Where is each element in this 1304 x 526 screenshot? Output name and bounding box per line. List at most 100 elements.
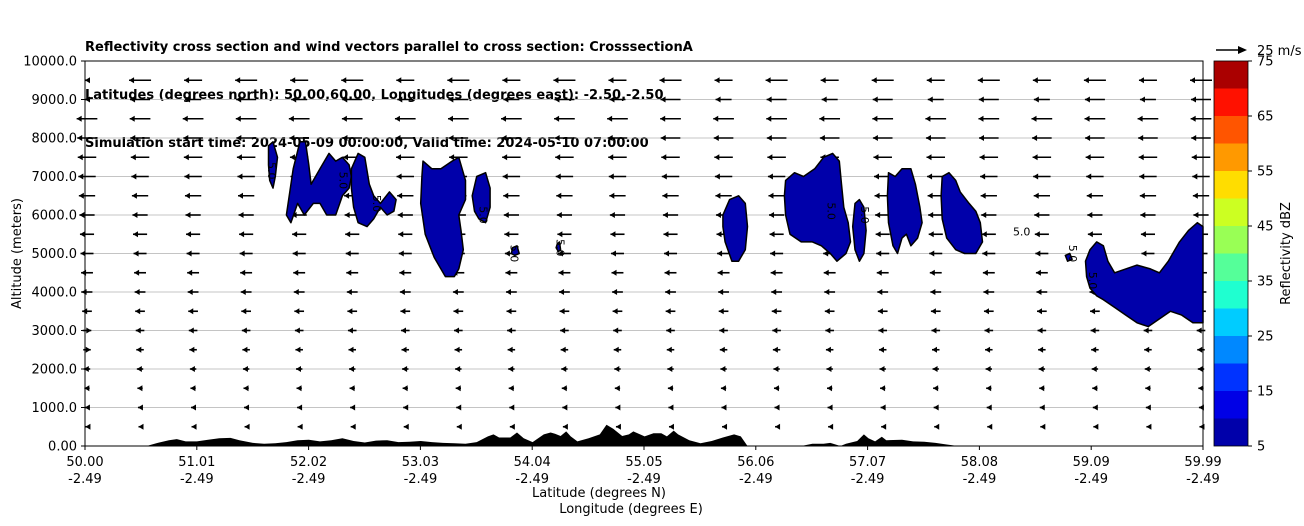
colorbar-segment bbox=[1214, 88, 1248, 116]
wind-vector-head bbox=[1032, 135, 1038, 141]
wind-vector-head bbox=[612, 289, 618, 295]
wind-vector-head bbox=[554, 96, 560, 103]
wind-vector-head bbox=[773, 366, 779, 372]
wind-vector-head bbox=[130, 154, 136, 161]
y-axis: 0.00 1000.0 2000.0 3000.0 4000.0 5000.0 6000.0… bbox=[23, 55, 85, 455]
wind-vector-head bbox=[85, 423, 91, 430]
wind-vector-head bbox=[933, 385, 939, 392]
wind-vector-head bbox=[1033, 96, 1039, 103]
wind-vector-head bbox=[665, 289, 671, 295]
wind-vector-head bbox=[1092, 385, 1098, 392]
wind-vector-head bbox=[240, 289, 246, 295]
wind-vector-head bbox=[508, 385, 514, 392]
wind-vector-head bbox=[240, 269, 246, 276]
wind-vector-head bbox=[239, 231, 245, 238]
colorbar-tick-label: 15 bbox=[1257, 385, 1274, 400]
wind-vector-head bbox=[930, 308, 936, 315]
wind-vector-head bbox=[927, 96, 933, 103]
wind-vector-head bbox=[983, 289, 989, 295]
wind-vector-head bbox=[349, 366, 355, 372]
wind-vector-head bbox=[1084, 96, 1090, 103]
wind-vector-head bbox=[1145, 404, 1151, 411]
wind-vector-head bbox=[507, 327, 513, 334]
wind-vector-head bbox=[186, 250, 192, 257]
colorbar-segment bbox=[1214, 418, 1248, 446]
wind-vector-head bbox=[981, 212, 987, 218]
wind-vector-head bbox=[350, 404, 356, 411]
wind-vector-head bbox=[823, 269, 829, 276]
wind-vector-head bbox=[236, 135, 242, 141]
wind-vector-head bbox=[986, 404, 992, 411]
wind-vector-head bbox=[239, 250, 245, 257]
wind-vector-head bbox=[130, 135, 136, 141]
contour-label: 5.0 bbox=[476, 206, 489, 224]
wind-vector-head bbox=[346, 289, 352, 295]
wind-vector-head bbox=[823, 250, 829, 257]
wind-vector-head bbox=[614, 366, 620, 372]
wind-vector-head bbox=[612, 308, 618, 315]
wind-vector-head bbox=[880, 404, 886, 411]
wind-vector-head bbox=[880, 385, 886, 392]
wind-vector-head bbox=[557, 250, 563, 257]
wind-vector-head bbox=[396, 77, 402, 84]
wind-vector-head bbox=[394, 115, 400, 122]
wind-vector-head bbox=[986, 385, 992, 392]
reference-vector-label: 25 m/s bbox=[1257, 44, 1302, 59]
wind-vector-head bbox=[1086, 192, 1092, 199]
wind-vector-head bbox=[663, 231, 669, 238]
wind-vector-head bbox=[138, 423, 144, 430]
wind-vector-head bbox=[1197, 366, 1203, 372]
wind-vector-head bbox=[983, 308, 989, 315]
wind-vector-head bbox=[662, 192, 668, 199]
wind-vector-head bbox=[134, 289, 140, 295]
wind-vector-head bbox=[342, 96, 348, 103]
x-tick-label-latitude: 58.08 bbox=[961, 455, 998, 470]
wind-vector-head bbox=[926, 154, 932, 161]
contour-label: 5.0 bbox=[336, 172, 349, 190]
wind-vector-head bbox=[558, 269, 564, 276]
wind-vector-head bbox=[501, 115, 507, 122]
wind-vector-head bbox=[874, 173, 880, 180]
wind-vector-head bbox=[236, 154, 242, 161]
wind-vector-head bbox=[78, 192, 84, 199]
wind-vector-head bbox=[293, 269, 299, 276]
wind-vector-head bbox=[344, 192, 350, 199]
wind-vector-head bbox=[1085, 154, 1091, 161]
wind-vector-head bbox=[136, 346, 142, 353]
wind-vector-head bbox=[872, 96, 878, 103]
reflectivity-region bbox=[1084, 221, 1204, 328]
wind-vector-head bbox=[86, 327, 92, 334]
wind-vector-head bbox=[183, 154, 189, 161]
wind-vector-head bbox=[189, 346, 195, 353]
reflectivity-region bbox=[555, 241, 562, 253]
wind-vector-head bbox=[875, 212, 881, 218]
wind-vector-head bbox=[1197, 346, 1203, 353]
wind-vector-head bbox=[772, 327, 778, 334]
wind-vector-head bbox=[1192, 192, 1198, 199]
wind-vector-head bbox=[825, 346, 831, 353]
colorbar: 5 15 25 35 45 55 65 75 bbox=[1213, 55, 1274, 455]
wind-vector-head bbox=[933, 404, 939, 411]
wind-vector-head bbox=[1141, 250, 1147, 257]
wind-vector-head bbox=[1033, 192, 1039, 199]
wind-vector-head bbox=[611, 269, 617, 276]
y-tick-label: 7000.0 bbox=[32, 170, 78, 185]
x-tick-label-longitude: -2.49 bbox=[180, 472, 214, 487]
wind-vector-head bbox=[607, 135, 613, 141]
wind-vector-head bbox=[715, 96, 721, 103]
wind-vector-head bbox=[985, 346, 991, 353]
colorbar-tick-label: 35 bbox=[1257, 275, 1274, 290]
wind-vector-head bbox=[827, 385, 833, 392]
wind-vector-head bbox=[1038, 346, 1044, 353]
wind-vector-head bbox=[135, 327, 141, 334]
wind-vector-head bbox=[183, 135, 189, 141]
y-tick-label: 3000.0 bbox=[32, 324, 78, 339]
terrain-profile bbox=[85, 424, 1203, 446]
chart-title-line-1: Reflectivity cross section and wind vect… bbox=[85, 40, 693, 55]
wind-vector-head bbox=[664, 269, 670, 276]
colorbar-tick-label: 65 bbox=[1257, 110, 1274, 125]
wind-vector-head bbox=[1190, 77, 1195, 84]
wind-vector-head bbox=[1193, 212, 1199, 218]
reflectivity-region bbox=[267, 141, 279, 189]
wind-vector-head bbox=[607, 115, 613, 122]
